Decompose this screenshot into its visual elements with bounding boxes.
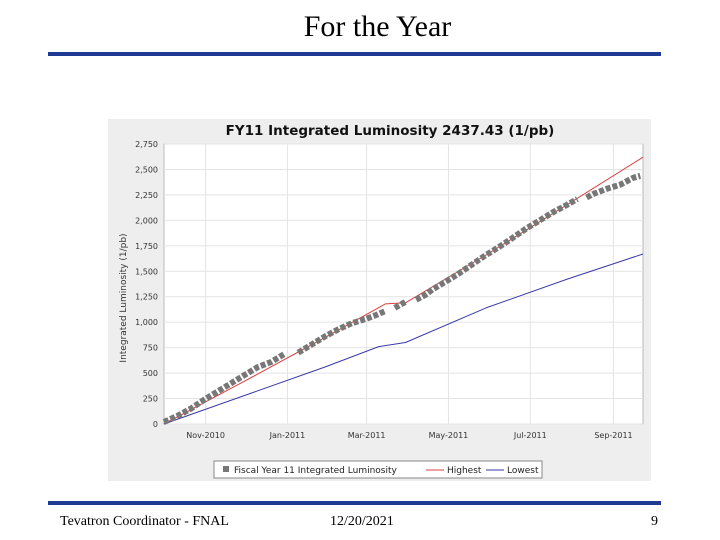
- luminosity-chart: FY11 Integrated Luminosity 2437.43 (1/pb…: [108, 119, 651, 481]
- y-tick-label: 0: [153, 420, 158, 429]
- page-number: 9: [651, 514, 658, 529]
- legend-label-highest: Highest: [447, 466, 482, 476]
- chart-title: FY11 Integrated Luminosity 2437.43 (1/pb…: [226, 123, 555, 139]
- y-tick-label: 1,750: [135, 242, 158, 251]
- title-rule: [48, 52, 661, 56]
- x-tick-label: Sep-2011: [594, 431, 632, 440]
- series-actual: [162, 351, 287, 425]
- footer-left: Tevatron Coordinator - FNAL: [60, 514, 229, 529]
- legend-swatch-actual: [223, 466, 229, 472]
- y-tick-label: 750: [143, 344, 158, 353]
- series-actual: [393, 299, 407, 311]
- x-tick-label: May-2011: [429, 431, 469, 440]
- x-tick-label: Mar-2011: [348, 431, 386, 440]
- legend-label-lowest: Lowest: [507, 466, 539, 476]
- slide-title: For the Year: [303, 10, 452, 43]
- legend-box: [213, 460, 543, 479]
- plot-area: [163, 143, 644, 425]
- y-tick-labels: 0 250 500 750 1,000 1,250 1,500 1,750 2,000 2,250…: [135, 140, 158, 429]
- series-actual: [585, 172, 642, 201]
- y-tick-label: 1,000: [135, 318, 158, 327]
- series-layer: [162, 156, 644, 425]
- x-tick-labels: Nov-2010 Jan-2011 Mar-2011 May-2011 Jul-2011…: [186, 431, 632, 440]
- series-actual: [296, 308, 387, 356]
- y-tick-label: 2,500: [135, 165, 158, 174]
- y-tick-label: 2,250: [135, 191, 158, 200]
- y-tick-label: 250: [143, 395, 158, 404]
- y-axis-label: Integrated Luminosity (1/pb): [119, 233, 129, 362]
- series-actual: [414, 196, 579, 303]
- footer-rule: [48, 501, 661, 505]
- series-lowest: [163, 253, 644, 425]
- y-tick-label: 1,500: [135, 267, 158, 276]
- x-tick-label: Nov-2010: [186, 431, 225, 440]
- x-tick-label: Jul-2011: [513, 431, 547, 440]
- y-tick-label: 500: [143, 369, 158, 378]
- y-tick-label: 2,000: [135, 216, 158, 225]
- legend-label-actual: Fiscal Year 11 Integrated Luminosity: [234, 466, 398, 476]
- legend: Fiscal Year 11 Integrated Luminosity Hig…: [213, 460, 543, 479]
- footer-date: 12/20/2021: [330, 514, 394, 529]
- y-tick-label: 2,750: [135, 140, 158, 149]
- x-tick-label: Jan-2011: [269, 431, 306, 440]
- y-tick-label: 1,250: [135, 293, 158, 302]
